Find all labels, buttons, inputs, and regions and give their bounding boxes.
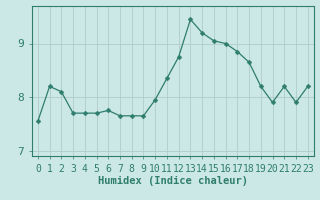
X-axis label: Humidex (Indice chaleur): Humidex (Indice chaleur) — [98, 176, 248, 186]
